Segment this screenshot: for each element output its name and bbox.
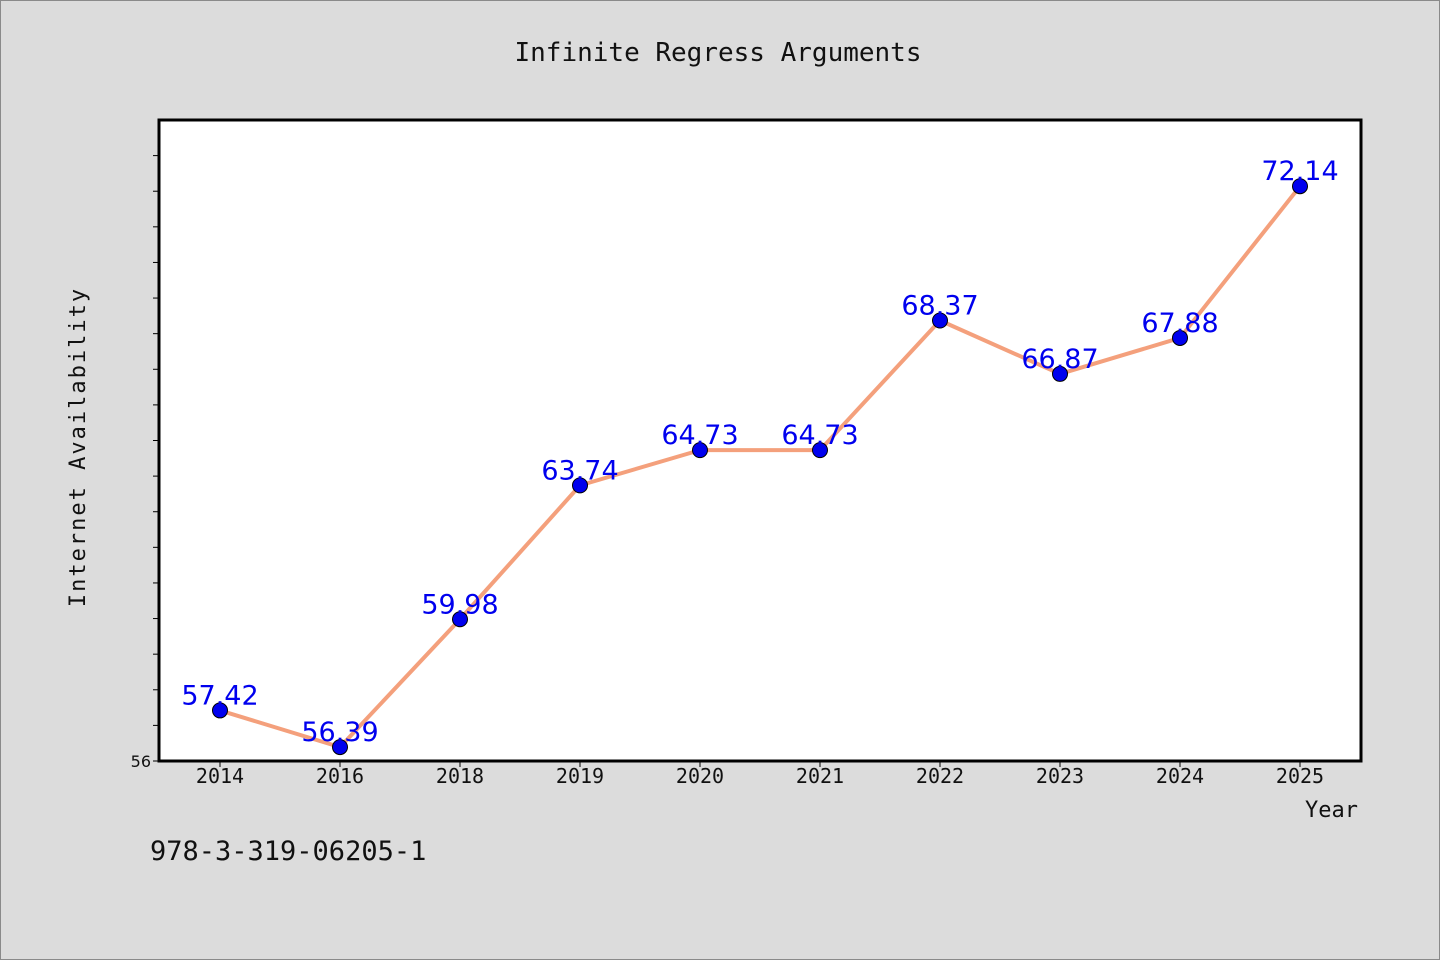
y-tick-label: 56	[131, 752, 151, 771]
data-label: 68.37	[901, 290, 978, 321]
y-axis-ticks: 56	[131, 155, 159, 771]
data-point	[452, 611, 468, 628]
data-point	[332, 739, 348, 756]
data-point	[1292, 178, 1308, 195]
data-point	[812, 442, 828, 459]
x-tick-label: 2016	[316, 764, 364, 788]
data-label: 57.42	[181, 680, 258, 711]
x-tick-label: 2021	[796, 764, 844, 788]
series-line	[219, 184, 1302, 750]
data-point	[1172, 329, 1188, 346]
data-label: 56.39	[301, 717, 378, 748]
data-label: 64.73	[781, 420, 858, 451]
x-tick-label: 2022	[916, 764, 964, 788]
x-tick-label: 2018	[436, 764, 484, 788]
chart-title: Infinite Regress Arguments	[515, 38, 922, 68]
data-label: 66.87	[1021, 344, 1098, 375]
x-tick-label: 2019	[556, 764, 604, 788]
data-label: 72.14	[1261, 156, 1338, 187]
x-axis-label: Year	[1305, 798, 1358, 823]
data-label: 67.88	[1141, 308, 1218, 339]
x-tick-label: 2014	[196, 764, 244, 788]
data-label: 59.98	[421, 589, 498, 620]
x-axis-ticks: 2014 2016 2018 2019 2020 2021 2022 2023 2024 2025	[196, 761, 1324, 788]
data-point	[1052, 365, 1068, 382]
data-markers	[212, 178, 1308, 756]
x-tick-label: 2023	[1036, 764, 1084, 788]
data-labels: 57.42 56.39 59.98 63.74 64.73 64.73 68.37 66.87…	[181, 156, 1338, 748]
x-tick-label: 2025	[1276, 764, 1324, 788]
isbn-text: 978-3-319-06205-1	[150, 836, 427, 867]
data-label: 64.73	[661, 420, 738, 451]
data-point	[932, 312, 948, 329]
x-tick-label: 2024	[1156, 764, 1204, 788]
plot-area	[157, 118, 1363, 763]
y-axis-label: Internet Availability	[66, 287, 91, 607]
data-label: 63.74	[541, 455, 618, 486]
data-point	[212, 702, 228, 719]
x-tick-label: 2020	[676, 764, 724, 788]
data-point	[572, 477, 588, 494]
data-point	[692, 442, 708, 459]
